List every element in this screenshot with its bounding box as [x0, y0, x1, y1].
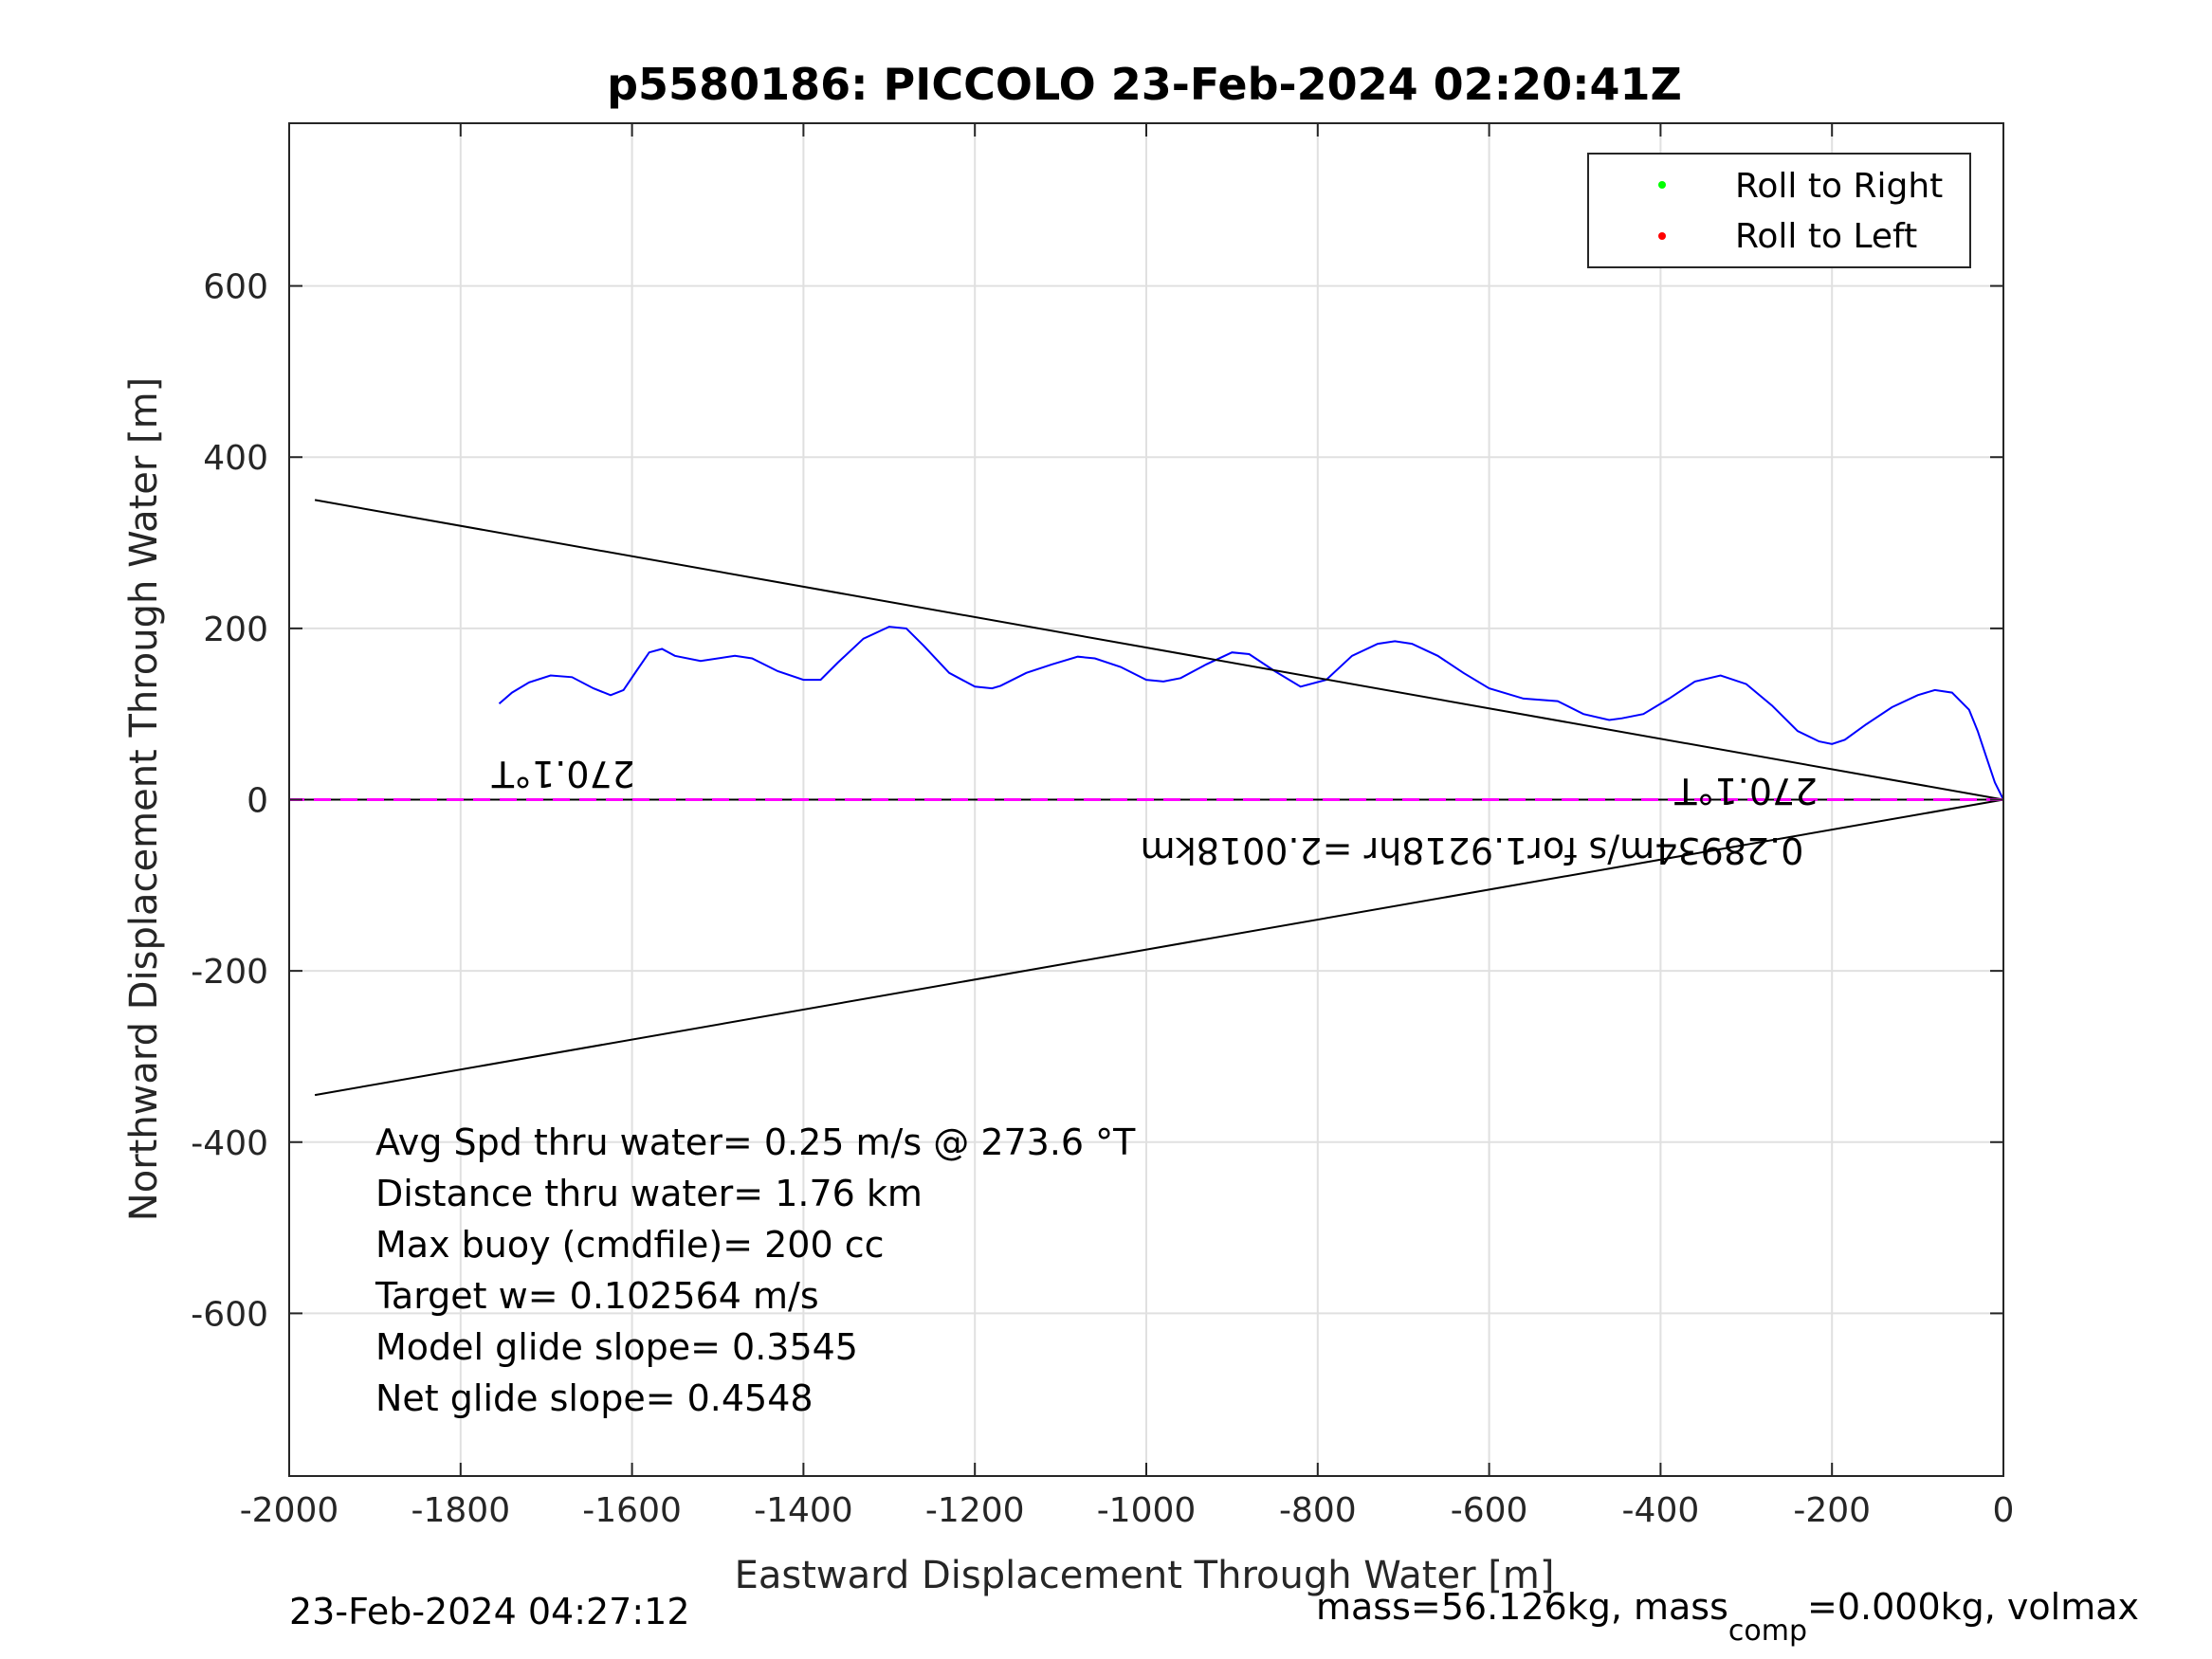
- annotation-text: 270.1°T: [491, 753, 635, 794]
- legend-box: [1587, 153, 1971, 268]
- stats-line: Avg Spd thru water= 0.25 m/s @ 273.6 °T: [375, 1121, 1136, 1163]
- footer-mass-sub: comp: [1728, 1614, 1807, 1648]
- bearing-cone-lower-line: [314, 798, 2004, 1097]
- y-tick-label: -200: [191, 953, 268, 992]
- annotations: 270.1°T 270.1°T 0.28934m/s for1.9218hr =2.…: [491, 753, 1818, 871]
- y-tick-label: -600: [191, 1295, 268, 1334]
- stats-line: Target w= 0.102564 m/s: [375, 1275, 819, 1317]
- legend-marker-roll-right: [1658, 181, 1666, 189]
- footer-mass-info: mass=56.126kg, masscomp=0.000kg, volmax: [1316, 1586, 2139, 1648]
- annotation-text: 270.1°T: [1674, 770, 1819, 811]
- chart-title: p5580186: PICCOLO 23-Feb-2024 02:20:41Z: [607, 59, 1682, 110]
- x-tick-label: -1800: [411, 1491, 510, 1530]
- footer-mass-suffix: =0.000kg, volmax: [1807, 1586, 2139, 1628]
- stats-line: Net glide slope= 0.4548: [375, 1377, 814, 1419]
- x-tick-label: -1600: [582, 1491, 682, 1530]
- bearing-cone-upper-line: [314, 499, 2004, 801]
- legend-label-roll-right: Roll to Right: [1735, 167, 1943, 206]
- footer-timestamp: 23-Feb-2024 04:27:12: [289, 1591, 690, 1632]
- data-series: [289, 499, 2004, 1097]
- x-tick-label: -1200: [925, 1491, 1025, 1530]
- stats-line: Model glide slope= 0.3545: [375, 1326, 858, 1368]
- axis-ticks: -2000 -1800 -1600 -1400 -1200 -1000 -800 -600 -4…: [191, 123, 2014, 1530]
- x-axis-label: Eastward Displacement Through Water [m]: [735, 1554, 1555, 1597]
- y-tick-label: 600: [203, 268, 268, 307]
- y-tick-label: -400: [191, 1124, 268, 1163]
- stats-line: Max buoy (cmdfile)= 200 cc: [375, 1224, 885, 1266]
- y-tick-label: 0: [247, 782, 268, 821]
- x-tick-label: -1000: [1097, 1491, 1197, 1530]
- y-tick-label: 200: [203, 611, 268, 649]
- x-tick-label: -200: [1793, 1491, 1871, 1530]
- stats-block: Avg Spd thru water= 0.25 m/s @ 273.6 °T D…: [375, 1121, 1136, 1419]
- x-tick-label: -800: [1279, 1491, 1357, 1530]
- x-tick-label: -1400: [754, 1491, 853, 1530]
- legend-marker-roll-left: [1658, 232, 1666, 240]
- x-tick-label: 0: [1993, 1491, 2015, 1530]
- legend-label-roll-left: Roll to Left: [1735, 217, 1917, 256]
- glider-track-line: [498, 626, 2004, 800]
- legend: Roll to Right Roll to Left: [1587, 153, 1971, 268]
- y-tick-label: 400: [203, 439, 268, 478]
- x-tick-label: -400: [1622, 1491, 1700, 1530]
- annotation-text: 0.28934m/s for1.9218hr =2.0018km: [1141, 830, 1804, 871]
- footer-mass-prefix: mass=56.126kg, mass: [1316, 1586, 1728, 1628]
- stats-line: Distance thru water= 1.76 km: [375, 1173, 923, 1214]
- x-tick-label: -600: [1451, 1491, 1528, 1530]
- x-tick-label: -2000: [240, 1491, 339, 1530]
- y-axis-label: Northward Displacement Through Water [m]: [122, 377, 166, 1221]
